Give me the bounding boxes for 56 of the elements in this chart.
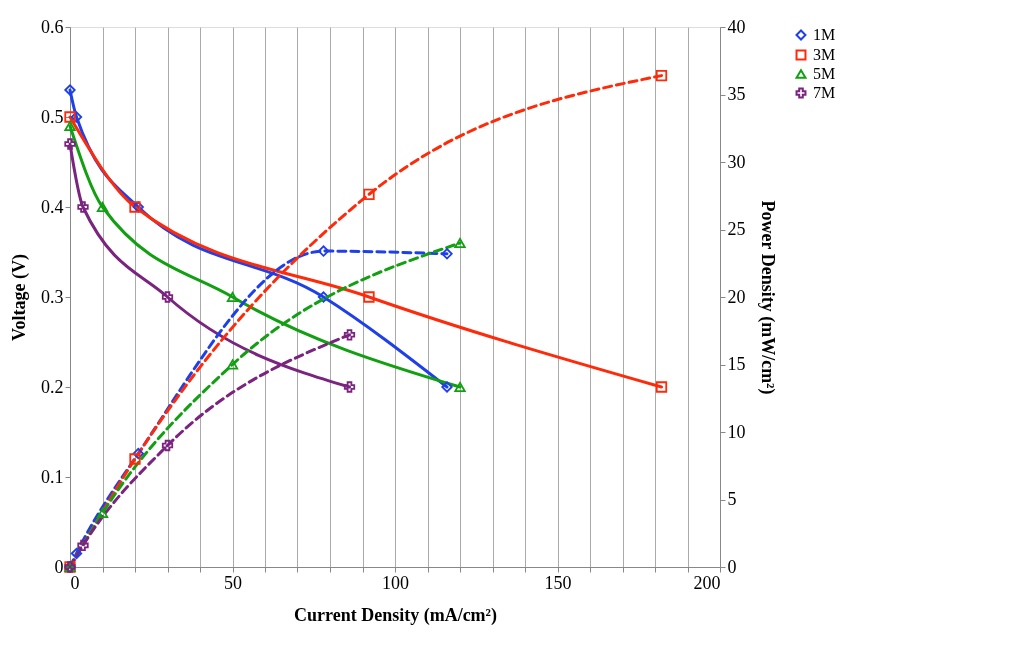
- point: [64, 120, 76, 132]
- y2-axis-title: Power Density (mW/cm²): [756, 200, 778, 395]
- y-tick-label: 0.1: [41, 466, 64, 487]
- point: [161, 291, 174, 303]
- y2-tick-label: 5: [727, 489, 737, 509]
- y-tick-label: 0.3: [41, 286, 64, 307]
- point: [64, 111, 76, 123]
- x-tick-label: 200: [693, 572, 721, 593]
- point: [226, 291, 239, 303]
- point: [64, 84, 76, 96]
- point: [129, 453, 141, 465]
- legend-label: 7M: [813, 84, 836, 101]
- point: [77, 201, 89, 213]
- x-tick-label: 0: [70, 572, 80, 593]
- y2-tick-label: 10: [727, 421, 746, 442]
- point: [441, 381, 453, 393]
- point: [454, 237, 466, 249]
- y-tick-label: 0.5: [41, 106, 64, 127]
- x-axis-title: Current Density (mA/cm²): [293, 604, 498, 626]
- point: [226, 359, 239, 370]
- y2-tick-label: 15: [727, 354, 746, 374]
- y-tick-label: 0: [54, 556, 64, 577]
- point: [655, 381, 668, 393]
- x-tick-label: 50: [224, 572, 242, 593]
- legend-label: 1M: [813, 26, 836, 43]
- point: [161, 439, 174, 452]
- point: [77, 539, 89, 552]
- y-tick-label: 0.6: [41, 16, 64, 37]
- point: [363, 188, 375, 201]
- point: [64, 138, 76, 150]
- point: [317, 291, 330, 303]
- point: [343, 329, 356, 341]
- x-tick-label: 100: [382, 572, 409, 593]
- point: [96, 201, 109, 213]
- point: [454, 381, 466, 393]
- legend-label: 3M: [813, 46, 836, 63]
- point: [317, 245, 330, 257]
- y2-tick-label: 25: [727, 219, 746, 239]
- point: [655, 69, 668, 82]
- x-tick-label: 150: [544, 572, 572, 593]
- point: [363, 291, 375, 303]
- y2-tick-label: 35: [727, 84, 746, 104]
- legend-label: 5M: [813, 65, 836, 82]
- point: [70, 547, 83, 560]
- point: [343, 381, 356, 393]
- y-tick-label: 0.4: [41, 196, 64, 217]
- y2-tick-label: 20: [727, 286, 746, 307]
- point: [70, 111, 83, 123]
- y-tick-label: 0.2: [41, 376, 64, 397]
- y-axis-title: Voltage (V): [9, 254, 30, 341]
- point: [441, 248, 453, 260]
- point: [96, 507, 109, 519]
- y2-tick-label: 30: [727, 151, 746, 172]
- point: [132, 447, 144, 460]
- y2-tick-label: 0: [727, 556, 737, 577]
- y2-tick-label: 40: [727, 16, 746, 37]
